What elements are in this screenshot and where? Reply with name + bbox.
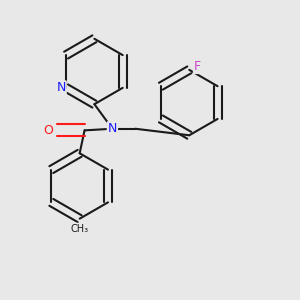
Text: N: N: [56, 81, 66, 94]
Text: F: F: [194, 60, 201, 73]
Text: O: O: [44, 124, 53, 137]
Text: N: N: [108, 122, 117, 135]
Text: CH₃: CH₃: [70, 224, 89, 233]
